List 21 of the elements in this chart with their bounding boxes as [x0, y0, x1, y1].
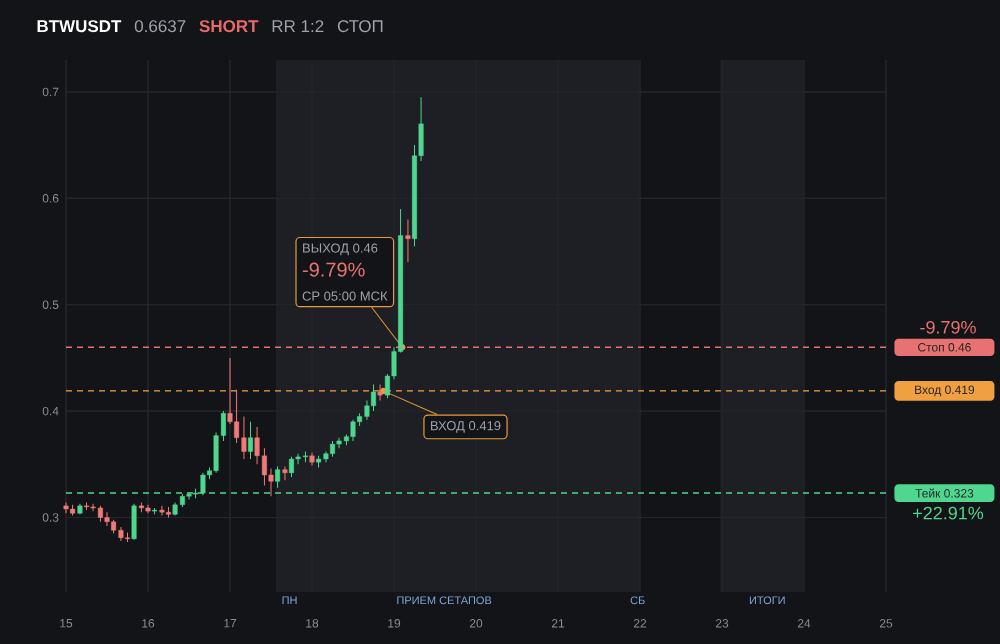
annotation: -9.79%	[302, 262, 365, 277]
text: +22.91%	[913, 506, 984, 520]
candlestick	[405, 219, 411, 263]
candlestick	[104, 511, 110, 527]
candlestick	[289, 456, 294, 478]
candlestick	[350, 419, 356, 442]
text: SHORT	[199, 20, 259, 33]
candlestick	[63, 502, 69, 514]
text: -9.79%	[920, 320, 976, 334]
text: 0.6637	[134, 20, 186, 33]
chart-title: BTWUSDT	[37, 20, 122, 33]
candlestick	[336, 437, 342, 449]
candlestick	[131, 503, 137, 541]
candlestick	[241, 415, 247, 460]
candlestick	[377, 384, 383, 401]
text: СТОП	[337, 20, 383, 33]
candlestick	[248, 421, 253, 460]
candlestick	[282, 465, 288, 481]
text: RR 1:2	[272, 20, 324, 32]
candlestick	[275, 465, 281, 489]
candlestick	[371, 384, 377, 412]
